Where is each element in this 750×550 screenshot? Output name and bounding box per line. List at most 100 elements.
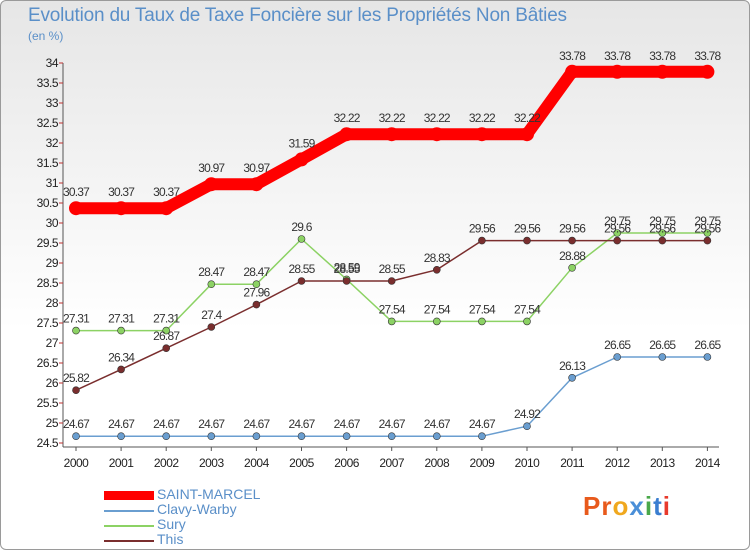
data-label-clavy-warby: 24.67 <box>153 417 180 431</box>
data-label-clavy-warby: 24.67 <box>424 417 451 431</box>
data-label-this: 29.56 <box>604 222 631 236</box>
data-label-clavy-warby: 24.92 <box>514 407 541 421</box>
data-label-sury: 27.54 <box>514 302 541 316</box>
data-label-sury: 27.54 <box>379 302 406 316</box>
data-point-this <box>72 386 80 395</box>
data-label-clavy-warby: 24.67 <box>288 417 315 431</box>
data-label-saint-marcel: 31.59 <box>288 136 315 150</box>
data-point-sury <box>432 317 441 326</box>
y-tick-label: 26.5 <box>37 356 59 370</box>
legend-swatch <box>104 525 154 527</box>
data-point-this <box>613 236 622 245</box>
data-point-sury <box>478 317 486 326</box>
data-point-clavy-warby <box>478 432 486 441</box>
data-label-saint-marcel: 30.37 <box>63 185 90 199</box>
legend-swatch <box>104 510 154 512</box>
x-tick-label: 2010 <box>515 456 541 470</box>
y-tick-label: 33 <box>46 96 59 110</box>
data-label-this: 29.56 <box>649 222 676 236</box>
data-point-clavy-warby <box>72 432 80 441</box>
y-tick-label: 29.5 <box>37 236 59 250</box>
data-label-sury: 28.88 <box>559 249 586 263</box>
x-tick-label: 2001 <box>109 456 135 470</box>
y-tick-label: 29 <box>46 256 59 270</box>
data-label-saint-marcel: 30.37 <box>153 185 180 199</box>
data-label-this: 27.4 <box>201 308 222 322</box>
data-label-clavy-warby: 24.67 <box>334 417 361 431</box>
data-point-this <box>478 236 486 245</box>
data-label-saint-marcel: 30.97 <box>243 161 270 175</box>
logo-letter: i <box>662 491 671 521</box>
data-label-this: 25.82 <box>63 371 90 385</box>
data-label-clavy-warby: 26.65 <box>694 338 721 352</box>
y-tick-label: 27.5 <box>37 316 59 330</box>
data-label-saint-marcel: 33.78 <box>694 49 721 63</box>
data-point-saint-marcel <box>249 177 264 192</box>
data-label-sury: 27.31 <box>108 312 135 326</box>
data-point-saint-marcel <box>610 64 625 79</box>
logo-letter: x <box>629 491 645 521</box>
y-tick-label: 34 <box>46 56 59 70</box>
data-label-clavy-warby: 26.65 <box>649 338 676 352</box>
data-point-sury <box>117 326 125 335</box>
data-point-this <box>387 277 396 285</box>
data-point-this <box>432 265 441 274</box>
data-point-saint-marcel <box>474 127 489 142</box>
x-tick-label: 2005 <box>289 456 315 470</box>
y-tick-label: 25 <box>46 416 59 430</box>
data-label-this: 29.56 <box>694 222 721 236</box>
y-tick-label: 30.5 <box>37 196 59 210</box>
data-label-saint-marcel: 30.37 <box>108 185 135 199</box>
y-tick-label: 30 <box>46 216 59 230</box>
data-label-saint-marcel: 32.22 <box>424 111 451 125</box>
data-label-sury: 27.31 <box>153 312 180 326</box>
data-label-clavy-warby: 26.13 <box>559 359 586 373</box>
data-label-clavy-warby: 24.67 <box>469 417 496 431</box>
data-point-clavy-warby <box>568 373 576 382</box>
data-point-saint-marcel <box>520 127 534 142</box>
data-label-sury: 28.47 <box>198 265 225 279</box>
x-tick-label: 2002 <box>154 456 180 470</box>
y-tick-label: 31 <box>46 176 59 190</box>
data-label-sury: 27.54 <box>469 302 496 316</box>
data-label-sury: 27.54 <box>424 302 451 316</box>
y-tick-label: 32 <box>46 136 59 150</box>
data-point-sury <box>72 326 80 335</box>
data-point-sury <box>703 229 712 237</box>
data-point-sury <box>387 317 396 326</box>
data-point-this <box>703 236 712 245</box>
x-tick-label: 2006 <box>334 456 360 470</box>
data-point-saint-marcel <box>339 127 354 142</box>
data-label-this: 29.56 <box>559 222 586 236</box>
data-label-saint-marcel: 33.78 <box>649 49 676 63</box>
data-label-this: 26.34 <box>108 350 135 364</box>
data-point-sury <box>207 280 216 289</box>
data-point-clavy-warby <box>613 353 622 361</box>
data-point-saint-marcel <box>700 64 715 79</box>
data-label-saint-marcel: 33.78 <box>559 49 586 63</box>
x-tick-label: 2011 <box>560 456 585 470</box>
data-label-this: 28.55 <box>288 262 315 276</box>
legend-label: Clavy-Warby <box>157 501 237 517</box>
legend-label: This <box>157 531 184 547</box>
data-point-saint-marcel <box>204 177 219 192</box>
data-point-sury <box>252 280 261 289</box>
y-tick-label: 28.5 <box>37 276 59 290</box>
data-label-sury: 27.31 <box>63 312 90 326</box>
data-label-saint-marcel: 33.78 <box>604 49 631 63</box>
x-tick-label: 2007 <box>379 456 405 470</box>
data-label-clavy-warby: 24.67 <box>379 417 406 431</box>
y-tick-label: 26 <box>46 376 59 390</box>
legend-swatch <box>104 491 154 500</box>
data-point-this <box>523 236 531 245</box>
x-tick-label: 2013 <box>650 456 676 470</box>
data-point-saint-marcel <box>294 152 309 167</box>
chart-title: Evolution du Taux de Taxe Foncière sur l… <box>28 5 567 26</box>
data-point-sury <box>658 229 667 237</box>
data-point-this <box>207 323 216 331</box>
data-label-saint-marcel: 32.22 <box>334 111 361 125</box>
data-point-clavy-warby <box>342 432 351 441</box>
data-label-this: 28.55 <box>379 262 406 276</box>
x-tick-label: 2009 <box>470 456 496 470</box>
